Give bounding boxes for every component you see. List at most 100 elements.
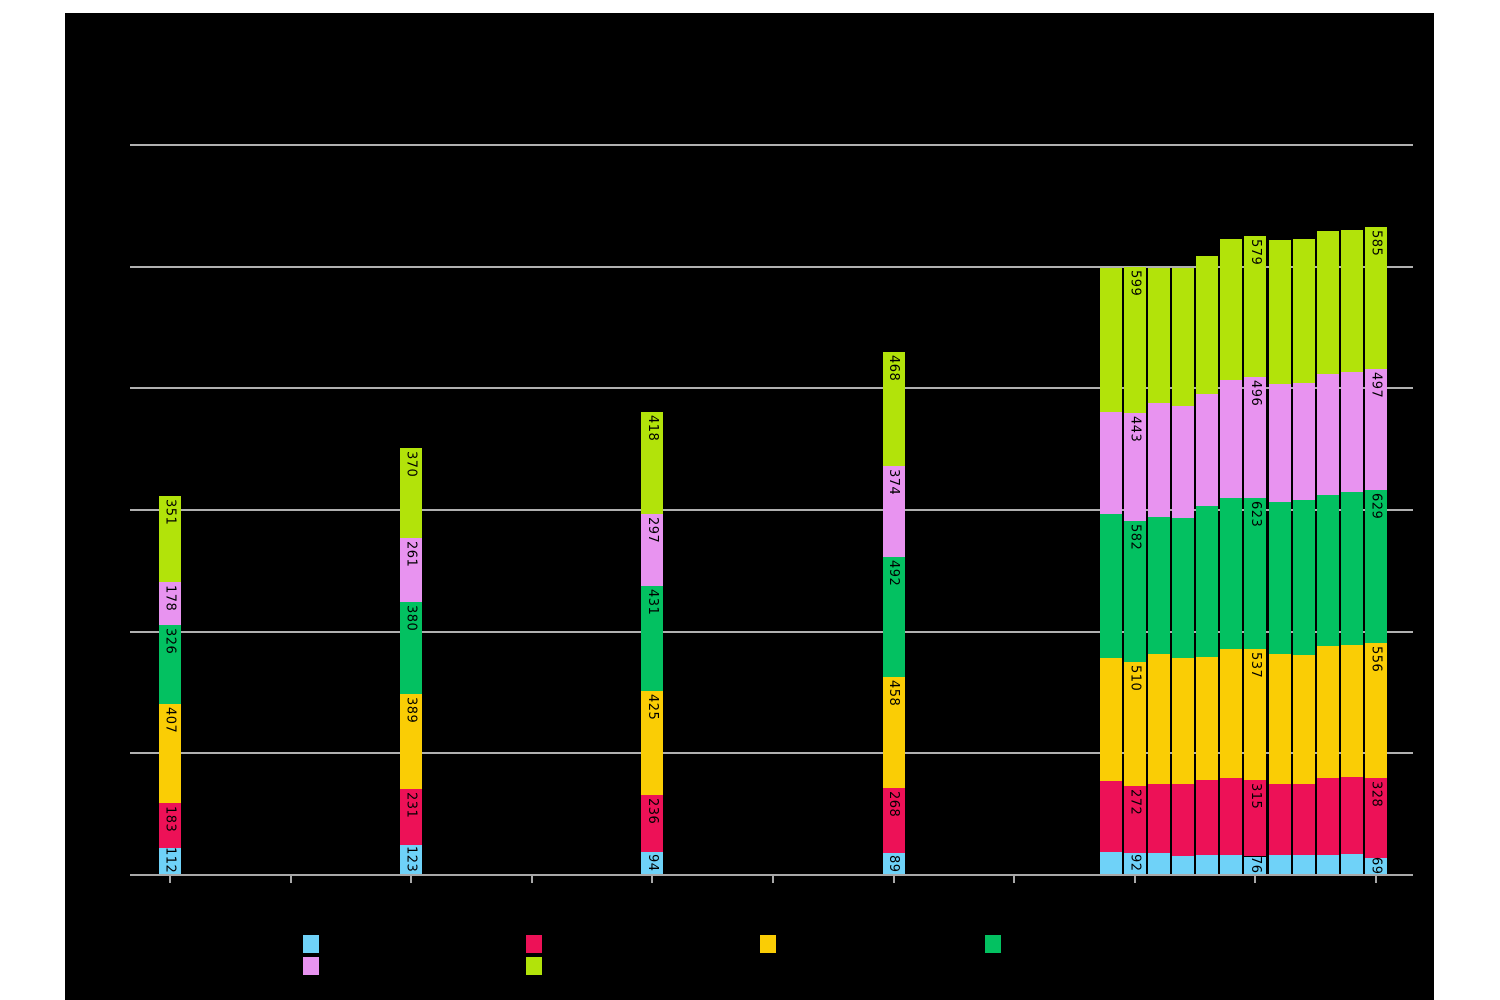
bar-value-label: 431 <box>641 589 663 615</box>
bar-value-label-text: 178 <box>162 584 178 611</box>
bar-value-label-text: 370 <box>403 451 419 478</box>
legend-swatch-violet <box>303 957 319 975</box>
bar-value-label-text: 418 <box>644 415 660 442</box>
bar-segment-crimson <box>1147 784 1170 853</box>
bar-segment-green <box>1268 501 1291 654</box>
bar-segment-crimson <box>1196 780 1219 856</box>
x-axis-tick <box>169 876 171 883</box>
bar-segment-skyblue <box>1196 855 1219 875</box>
bar-segment-yellowgreen <box>1316 231 1339 375</box>
bar-segment-crimson <box>1340 776 1363 855</box>
bar-segment-yellowgreen <box>1268 240 1291 384</box>
bar-segment-skyblue <box>1147 852 1170 875</box>
bar-value-label-text: 236 <box>644 797 660 825</box>
bar-value-label-text: 326 <box>162 627 178 655</box>
bar-segment-violet <box>1147 403 1170 517</box>
bar-segment-gold <box>1292 654 1315 785</box>
bar-segment-crimson <box>1172 784 1195 857</box>
bar-segment-yellowgreen <box>641 412 664 515</box>
bar-segment-violet <box>1123 412 1146 521</box>
bar-segment-gold <box>882 676 905 789</box>
bar-value-label-text: 458 <box>886 679 902 706</box>
bar-value-label-text: 76 <box>1247 856 1263 874</box>
bar-segment-skyblue <box>882 853 905 875</box>
bar-value-label: 623 <box>1244 501 1266 527</box>
bar-value-label-text: 425 <box>644 694 660 721</box>
bar-segment-skyblue <box>1292 855 1315 875</box>
bar-value-label: 370 <box>400 451 422 477</box>
bar-value-label: 585 <box>1365 230 1387 256</box>
bar-segment-violet <box>1340 371 1363 492</box>
bar-value-label-text: 315 <box>1247 782 1263 810</box>
bar-value-label: 236 <box>641 798 663 824</box>
chart-figure: 112 183 407 326 178 351 123 231 389 380 261 370 94 23… <box>65 13 1434 1000</box>
bar-segment-gold <box>1365 643 1387 779</box>
bar-segment-crimson <box>400 788 423 846</box>
bar-segment-violet <box>882 465 905 557</box>
bar-segment-green <box>1172 518 1195 659</box>
x-axis-tick <box>651 876 654 883</box>
bar-segment-gold <box>1196 657 1219 781</box>
bar-segment-skyblue <box>1365 858 1387 875</box>
bar-segment-gold <box>1172 658 1195 785</box>
bar-value-label-text: 468 <box>886 355 902 382</box>
bar-segment-green <box>1196 505 1219 658</box>
bar-value-label: 582 <box>1124 524 1146 550</box>
gridline <box>130 508 1413 511</box>
bar-segment-crimson <box>641 794 664 853</box>
bar-segment-gold <box>1316 646 1339 779</box>
bar-value-label-text: 261 <box>403 541 419 568</box>
bar-segment-green <box>1220 497 1243 650</box>
legend-swatch-yellowgreen <box>526 957 542 975</box>
bar-segment-gold <box>1147 654 1170 785</box>
bar-value-label-text: 556 <box>1368 646 1384 673</box>
gridline <box>130 143 1413 146</box>
bar-segment-green <box>1147 516 1170 655</box>
bar-value-label: 326 <box>159 628 181 654</box>
bar-value-label: 629 <box>1365 493 1387 519</box>
bar-segment-violet <box>641 514 664 587</box>
x-axis-tick <box>1254 876 1257 883</box>
bar-value-label: 112 <box>159 847 181 873</box>
bar-value-label-text: 585 <box>1368 229 1384 257</box>
bar-segment-gold <box>1220 649 1243 779</box>
bar-segment-green <box>1123 520 1146 663</box>
bar-value-label-text: 579 <box>1247 239 1263 266</box>
bar-value-label-text: 231 <box>403 791 419 819</box>
x-axis-tick <box>530 876 533 883</box>
bar-segment-yellowgreen <box>1172 267 1195 406</box>
bar-segment-skyblue <box>1220 855 1243 875</box>
bar-value-label: 374 <box>883 469 905 495</box>
x-axis-tick <box>1133 876 1136 883</box>
bar-segment-green <box>159 624 181 705</box>
bar-segment-violet <box>159 581 181 625</box>
bar-segment-gold <box>159 704 181 804</box>
bar-segment-gold <box>1244 649 1267 780</box>
bar-value-label-text: 268 <box>886 791 902 818</box>
bar-value-label: 579 <box>1244 239 1266 265</box>
bar-segment-green <box>641 586 664 692</box>
bar-segment-gold <box>1268 653 1291 785</box>
x-axis-tick <box>1375 876 1377 883</box>
bar-value-label-text: 183 <box>162 806 178 833</box>
x-axis-tick <box>892 876 895 883</box>
bar-value-label: 178 <box>159 585 181 611</box>
bar-segment-green <box>1244 497 1267 650</box>
bar-segment-crimson <box>1244 779 1267 857</box>
bar-segment-green <box>882 556 905 677</box>
bar-segment-yellowgreen <box>1123 267 1146 413</box>
bar-segment-gold <box>1340 645 1363 777</box>
bar-segment-skyblue <box>1244 856 1267 875</box>
bar-value-label-text: 623 <box>1247 500 1263 527</box>
bar-segment-green <box>1340 491 1363 646</box>
bar-segment-violet <box>1099 411 1122 515</box>
bar-value-label-text: 374 <box>886 468 902 496</box>
x-axis-tick <box>410 876 413 883</box>
bar-segment-yellowgreen <box>1220 239 1243 380</box>
bar-value-label-text: 492 <box>886 559 902 587</box>
bar-segment-crimson <box>1220 778 1243 856</box>
bar-value-label-text: 94 <box>644 853 660 872</box>
bar-segment-yellowgreen <box>1147 267 1170 404</box>
bar-value-label: 380 <box>400 605 422 631</box>
